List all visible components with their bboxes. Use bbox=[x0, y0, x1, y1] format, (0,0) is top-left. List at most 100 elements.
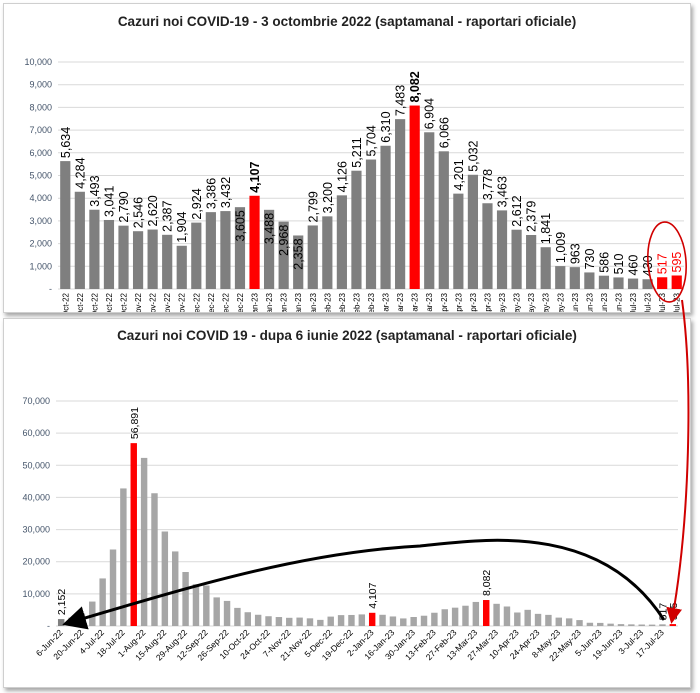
x-tick-label: 9-Jan-23 bbox=[265, 292, 274, 312]
x-tick-label: 5-Dec-22 bbox=[192, 292, 201, 312]
bar-30-Jan-23 bbox=[410, 617, 417, 626]
bar-29-May-23 bbox=[555, 266, 566, 289]
x-tick-label: 3-Jul-23 bbox=[629, 292, 638, 312]
y-tick-label: 30,000 bbox=[22, 525, 50, 535]
data-label: 3,432 bbox=[219, 177, 233, 208]
bar-27-Jun-22 bbox=[89, 601, 96, 626]
bar-26-Dec-22 bbox=[234, 207, 246, 289]
x-tick-label: 10-Apr-23 bbox=[454, 292, 463, 312]
data-label: 2,358 bbox=[292, 238, 306, 269]
bar-3-Apr-23 bbox=[503, 606, 511, 626]
chart-title: Cazuri noi COVID 19 - dupa 6 iunie 2022 … bbox=[117, 328, 577, 343]
data-label: 8,082 bbox=[408, 71, 422, 102]
bar-24-Oct-22 bbox=[265, 616, 272, 626]
y-tick-label: 40,000 bbox=[22, 492, 50, 502]
bar-5-Dec-22 bbox=[327, 616, 334, 626]
y-tick-label: 4,000 bbox=[29, 193, 52, 203]
x-tick-label: 12-Jun-23 bbox=[585, 292, 594, 312]
bar-28-Nov-22 bbox=[176, 245, 187, 289]
data-label: 510 bbox=[612, 254, 626, 275]
x-tick-label: 22-May-23 bbox=[542, 292, 551, 312]
bar-20-Feb-23 bbox=[351, 170, 362, 289]
bar-20-Jun-22 bbox=[78, 613, 86, 626]
bar-26-Jun-23 bbox=[628, 624, 635, 626]
y-tick-label: 9,000 bbox=[29, 80, 52, 90]
bar-18-Jul-22 bbox=[120, 488, 127, 626]
x-tick-label: 27-Mar-23 bbox=[425, 292, 434, 312]
bar-22-Aug-22 bbox=[172, 551, 179, 626]
x-tick-label: 8-May-23 bbox=[513, 292, 522, 312]
bar-10-Apr-23 bbox=[514, 612, 521, 626]
data-label: 2,379 bbox=[525, 201, 539, 232]
bar-30-Jan-23 bbox=[307, 225, 318, 289]
bar-10-Oct-22 bbox=[74, 191, 85, 289]
bar-24-Apr-23 bbox=[482, 203, 493, 289]
x-tick-label: 30-Jan-23 bbox=[309, 292, 318, 312]
bar-19-Jun-23 bbox=[598, 275, 610, 289]
bar-3-Oct-22 bbox=[234, 607, 241, 626]
data-label: 5,634 bbox=[59, 127, 73, 158]
x-tick-label: 16-Jan-23 bbox=[280, 292, 289, 312]
bar-2-Jan-23 bbox=[249, 195, 260, 289]
x-tick-label: 10-Oct-22 bbox=[76, 292, 85, 312]
bar-29-May-23 bbox=[586, 622, 594, 626]
data-label: 2,387 bbox=[161, 200, 175, 231]
bar-3-Oct-22 bbox=[60, 161, 71, 289]
bar-15-May-23 bbox=[526, 234, 537, 289]
bar-14-Nov-22 bbox=[147, 229, 158, 289]
x-tick-label: 17-Jul-23 bbox=[658, 292, 667, 312]
bar-8-May-23 bbox=[511, 229, 522, 289]
x-tick-label: 5-Jun-23 bbox=[571, 292, 580, 312]
bar-13-Mar-23 bbox=[472, 601, 480, 626]
data-label: 2,620 bbox=[146, 195, 160, 226]
bar-10-Oct-22 bbox=[244, 612, 251, 626]
bar-13-Mar-23 bbox=[395, 119, 406, 290]
bar-3-Jul-23 bbox=[627, 278, 639, 289]
x-tick-label: 3-Apr-23 bbox=[440, 292, 449, 312]
bar-16-Jan-23 bbox=[278, 221, 289, 289]
x-tick-label: 31-Oct-22 bbox=[120, 292, 129, 312]
data-label: 5,032 bbox=[466, 140, 480, 171]
data-label: 2,924 bbox=[190, 188, 204, 219]
bar-20-Feb-23 bbox=[441, 609, 448, 626]
bar-8-Aug-22 bbox=[151, 493, 158, 626]
bar-5-Jun-23 bbox=[597, 622, 604, 626]
data-label: 430 bbox=[641, 255, 655, 276]
bar-25-Jul-22 bbox=[130, 443, 137, 626]
data-label: 3,386 bbox=[204, 178, 218, 209]
y-tick-label: 10,000 bbox=[22, 589, 50, 599]
y-tick-label: - bbox=[49, 284, 52, 294]
bar-12-Sep-22 bbox=[203, 585, 210, 626]
x-tick-label: 15-May-23 bbox=[527, 292, 536, 312]
bar-19-Jun-23 bbox=[617, 624, 625, 626]
data-label: 586 bbox=[597, 252, 611, 273]
bar-12-Dec-22 bbox=[205, 212, 216, 289]
data-label: 6,904 bbox=[423, 98, 437, 129]
x-tick-label: 27-Feb-23 bbox=[367, 292, 376, 312]
bar-1-May-23 bbox=[545, 614, 552, 626]
bar-21-Nov-22 bbox=[162, 234, 173, 289]
data-label: 1,841 bbox=[539, 213, 553, 244]
y-tick-label: 70,000 bbox=[22, 396, 50, 406]
bar-8-May-23 bbox=[555, 617, 562, 626]
bar-3-Jul-23 bbox=[638, 624, 645, 626]
bar-5-Dec-22 bbox=[191, 222, 202, 289]
x-tick-label: 13-Feb-23 bbox=[338, 292, 347, 312]
data-label: 7,483 bbox=[394, 85, 408, 116]
bar-6-Jun-22 bbox=[57, 619, 65, 626]
data-label: 4,107 bbox=[248, 161, 262, 192]
bar-26-Jun-23 bbox=[613, 277, 624, 289]
x-tick-label: 6-Feb-23 bbox=[323, 292, 332, 312]
bar-26-Sep-22 bbox=[223, 600, 231, 626]
bar-3-Apr-23 bbox=[438, 151, 449, 289]
x-tick-label: 10-Jul-23 bbox=[644, 292, 653, 312]
bar-22-May-23 bbox=[576, 620, 583, 626]
bar-6-Mar-23 bbox=[380, 145, 391, 289]
bar-22-May-23 bbox=[540, 247, 551, 289]
bar-13-Feb-23 bbox=[336, 195, 347, 289]
x-tick-label: 24-Oct-22 bbox=[105, 292, 114, 312]
chart-panel-recent: Cazuri noi COVID-19 - 3 octombrie 2022 (… bbox=[3, 3, 691, 313]
chart-panel-full: Cazuri noi COVID 19 - dupa 6 iunie 2022 … bbox=[3, 318, 691, 688]
x-tick-label: 13-Mar-23 bbox=[396, 292, 405, 312]
